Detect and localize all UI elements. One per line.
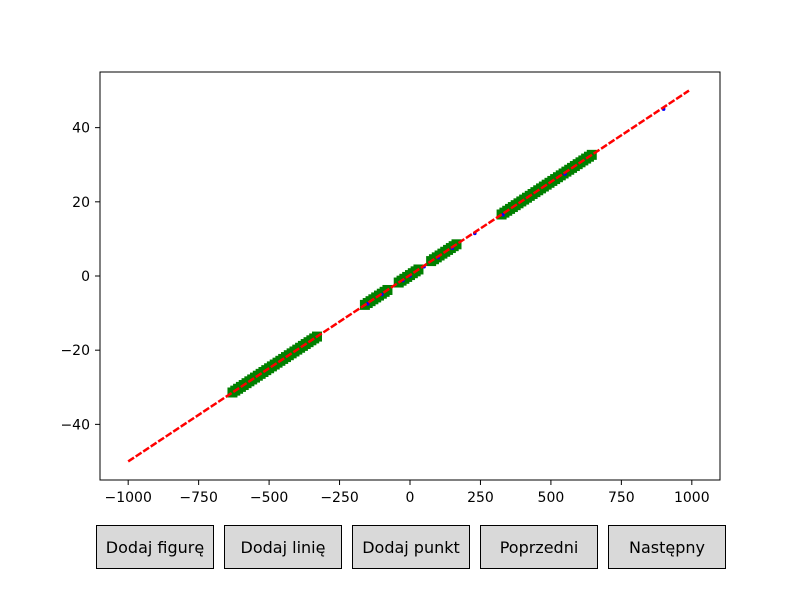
x-axis: −1000 −750 −500 −250 0 250 500 750 1000	[105, 480, 710, 506]
x-tick-label: −500	[250, 490, 288, 506]
x-tick-label: 250	[467, 490, 494, 506]
x-tick-label: 1000	[674, 490, 710, 506]
x-tick-label: 0	[406, 490, 415, 506]
x-tick-label: −750	[179, 490, 217, 506]
y-tick-label: −40	[60, 417, 90, 433]
y-tick-label: 0	[81, 269, 90, 285]
y-tick-label: 20	[72, 195, 90, 211]
blue-point-8	[501, 213, 505, 217]
add-figure-button[interactable]: Dodaj figurę	[96, 525, 214, 569]
previous-button[interactable]: Poprzedni	[480, 525, 598, 569]
red-line	[127, 89, 690, 463]
x-tick-label: 500	[538, 490, 565, 506]
x-tick-label: 750	[608, 490, 635, 506]
y-axis: −40 −20 0 20 40	[60, 121, 100, 433]
add-point-button[interactable]: Dodaj punkt	[352, 525, 470, 569]
y-tick-label: −20	[60, 343, 90, 359]
plot-marks	[127, 89, 690, 463]
x-tick-label: −250	[320, 490, 358, 506]
next-button[interactable]: Następny	[608, 525, 726, 569]
x-tick-label: −1000	[105, 490, 152, 506]
add-line-button[interactable]: Dodaj linię	[224, 525, 342, 569]
y-tick-label: 40	[72, 121, 90, 137]
